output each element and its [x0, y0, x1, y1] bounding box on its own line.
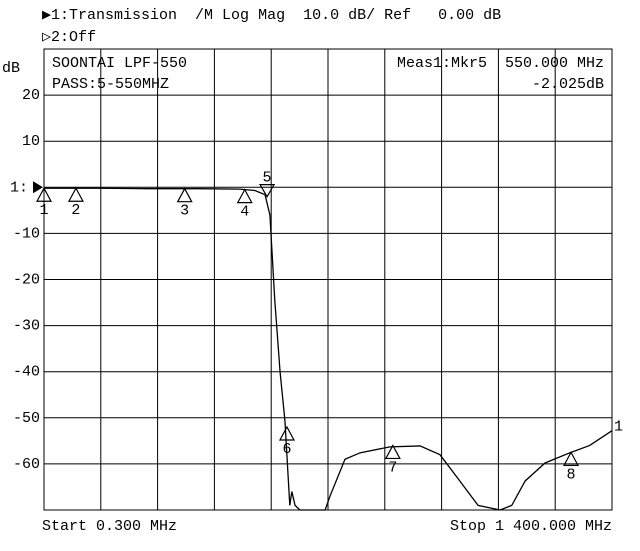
trace [44, 187, 613, 511]
y-tick-label: -60 [13, 456, 40, 473]
marker [384, 444, 401, 460]
marker-label: 5 [263, 170, 272, 187]
y-tick-label: -30 [13, 318, 40, 335]
y-tick-label: -20 [13, 271, 40, 288]
trace-label: 1 [614, 419, 623, 436]
marker [563, 451, 580, 466]
annotation: Meas1:Mkr5 550.000 MHz [397, 55, 604, 72]
marker [176, 187, 193, 203]
marker-label: 2 [71, 202, 80, 219]
y-tick-label: -10 [13, 225, 40, 242]
header-line: ▷2:Off [42, 29, 96, 46]
y-tick-label: 1: [10, 179, 28, 196]
marker-label: 3 [180, 203, 189, 220]
marker [259, 184, 276, 198]
annotation: -2.025dB [532, 76, 604, 93]
annotation: SOONTAI LPF-550 [52, 55, 187, 72]
start-label: Start 0.300 MHz [42, 518, 177, 535]
marker-label: 6 [282, 441, 291, 458]
marker [67, 186, 84, 202]
marker-label: 7 [388, 459, 397, 476]
y-tick-label: -40 [13, 364, 40, 381]
marker-label: 8 [567, 466, 576, 483]
marker-label: 1 [39, 202, 48, 219]
marker [278, 425, 295, 441]
marker [35, 186, 53, 202]
marker-label: 4 [240, 204, 249, 221]
stop-label: Stop 1 400.000 MHz [450, 518, 612, 535]
y-tick-label: -50 [13, 410, 40, 427]
y-tick-label: 20 [22, 87, 40, 104]
header-line: ▶1:Transmission /M Log Mag 10.0 dB/ Ref … [42, 7, 501, 24]
reference-arrow [33, 181, 43, 194]
y-axis-label: dB [2, 60, 20, 77]
marker [236, 188, 253, 204]
annotation: PASS:5-550MHZ [52, 76, 169, 93]
y-tick-label: 10 [22, 133, 40, 150]
